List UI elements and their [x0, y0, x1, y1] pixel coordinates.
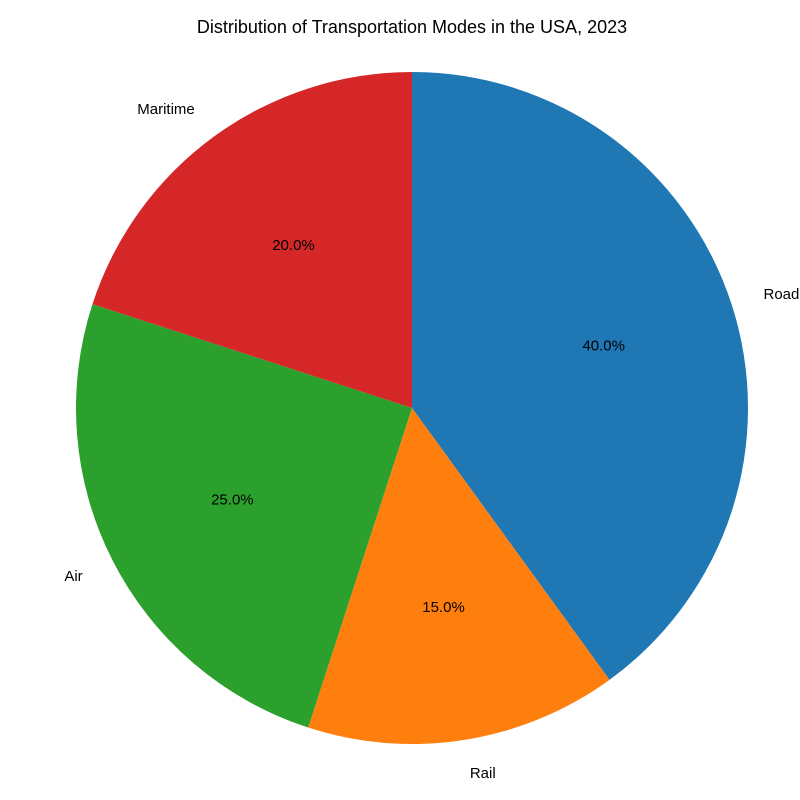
percent-label-air: 25.0%	[211, 492, 254, 509]
percent-label-road: 40.0%	[582, 338, 625, 355]
pie-slice-maritime	[92, 72, 412, 408]
pie-slices	[75, 72, 749, 744]
chart-title: Distribution of Transportation Modes in …	[197, 17, 627, 37]
pie-labels: Road 40.0% Rail 15.0% Air 25.0% Maritime 20.0%	[64, 101, 799, 782]
pie-slice-road	[412, 72, 749, 680]
pie-slice-rail	[308, 408, 610, 744]
percent-label-rail: 15.0%	[422, 599, 465, 616]
category-label-rail: Rail	[470, 765, 496, 782]
pie-slice-air	[75, 304, 413, 728]
category-label-maritime: Maritime	[137, 101, 195, 118]
category-label-air: Air	[64, 568, 82, 585]
category-label-road: Road	[764, 286, 800, 303]
percent-label-maritime: 20.0%	[272, 237, 315, 254]
